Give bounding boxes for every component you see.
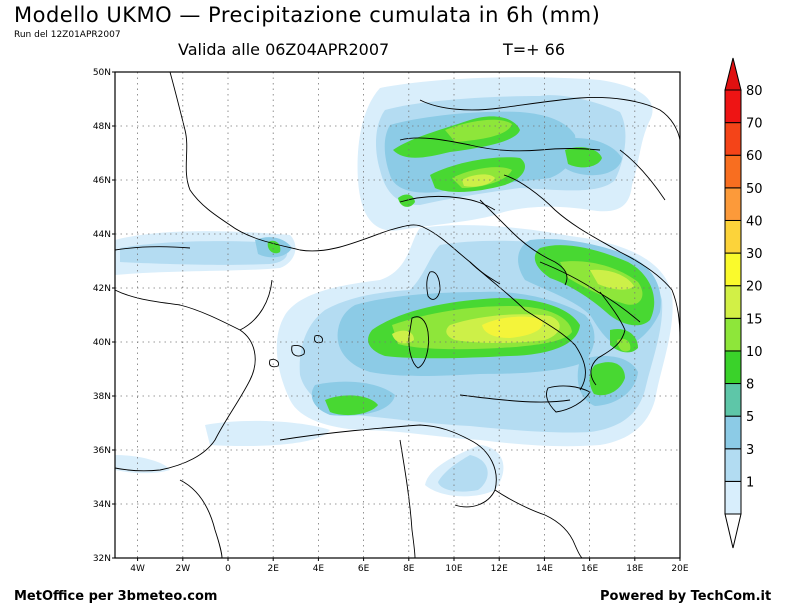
lat-tick-label: 50N	[93, 68, 111, 78]
islands	[269, 271, 591, 413]
legend-color-box	[724, 89, 742, 124]
legend-level-label: 10	[746, 345, 763, 360]
legend-color-box	[724, 415, 742, 450]
lon-tick-label: 16E	[581, 564, 598, 574]
color-legend: 1 3 5 8 10 15 20 30 40 50 60 70 80	[724, 57, 763, 549]
map-title: Modello UKMO — Precipitazione cumulata i…	[14, 3, 601, 27]
legend-level-label: 40	[746, 214, 763, 229]
run-info: Run del 12Z01APR2007	[14, 30, 121, 40]
precipitation-field	[115, 77, 673, 497]
legend-level-label: 3	[746, 443, 754, 458]
lon-tick-label: 4W	[130, 564, 145, 574]
footer-credit-left: MetOffice per 3bmeteo.com	[14, 589, 218, 604]
lat-tick-label: 40N	[93, 338, 111, 348]
legend-level-label: 1	[746, 475, 754, 490]
valid-time: Valida alle 06Z04APR2007	[178, 40, 390, 59]
lat-tick-label: 44N	[93, 230, 111, 240]
legend-color-box	[724, 480, 742, 515]
legend-color-box	[724, 285, 742, 319]
forecast-step: T=+ 66	[503, 40, 566, 59]
legend-min-arrow	[724, 513, 742, 549]
graticule	[115, 72, 680, 558]
legend-level-label: 60	[746, 149, 763, 164]
sicily-outline	[545, 385, 591, 413]
map-frame	[114, 71, 681, 559]
lon-tick-label: 12E	[491, 564, 508, 574]
footer-credit-right: Powered by TechCom.it	[600, 589, 772, 604]
lat-tick-label: 34N	[93, 500, 111, 510]
lon-tick-label: 10E	[445, 564, 462, 574]
legend-level-label: 70	[746, 117, 763, 132]
mallorca-outline	[291, 345, 305, 357]
legend-color-box	[724, 122, 742, 156]
sardinia-outline	[408, 316, 429, 369]
lon-tick-label: 8E	[403, 564, 415, 574]
legend-level-label: 80	[746, 84, 763, 99]
legend-color-box	[724, 350, 742, 385]
precip-area-30mm	[482, 316, 543, 338]
legend-level-label: 30	[746, 247, 763, 262]
legend-color-box	[724, 252, 742, 287]
lat-tick-label: 36N	[93, 446, 111, 456]
lat-tick-label: 42N	[93, 284, 111, 294]
latitude-labels: 50N 48N 46N 44N 42N 40N 38N 36N 34N 32N	[93, 68, 115, 564]
legend-level-label: 5	[746, 410, 754, 425]
lat-tick-label: 32N	[93, 554, 111, 564]
legend-color-box	[724, 154, 742, 189]
legend-level-label: 15	[746, 312, 763, 327]
legend-color-box	[724, 383, 742, 417]
longitude-labels: 4W 2W 0 2E 4E 6E 8E 10E 12E 14E 16E 18E 20E	[130, 558, 689, 574]
lon-tick-label: 14E	[536, 564, 553, 574]
lat-tick-label: 48N	[93, 122, 111, 132]
lon-tick-label: 2W	[175, 564, 190, 574]
legend-level-label: 20	[746, 280, 763, 295]
lon-tick-label: 6E	[358, 564, 370, 574]
legend-color-box	[724, 317, 742, 352]
legend-color-box	[724, 448, 742, 482]
corsica-outline	[426, 271, 441, 300]
lon-tick-label: 4E	[313, 564, 325, 574]
lon-tick-label: 2E	[267, 564, 279, 574]
legend-color-box	[724, 187, 742, 221]
legend-level-label: 8	[746, 378, 754, 393]
lon-tick-label: 0	[225, 564, 231, 574]
lat-tick-label: 46N	[93, 176, 111, 186]
lon-tick-label: 18E	[626, 564, 643, 574]
lon-tick-label: 20E	[671, 564, 688, 574]
menorca-outline	[314, 335, 323, 344]
coastlines	[115, 72, 680, 558]
legend-level-label: 50	[746, 182, 763, 197]
ibiza-outline	[269, 359, 279, 368]
lat-tick-label: 38N	[93, 392, 111, 402]
legend-max-arrow	[724, 57, 742, 91]
legend-color-box	[724, 219, 742, 254]
